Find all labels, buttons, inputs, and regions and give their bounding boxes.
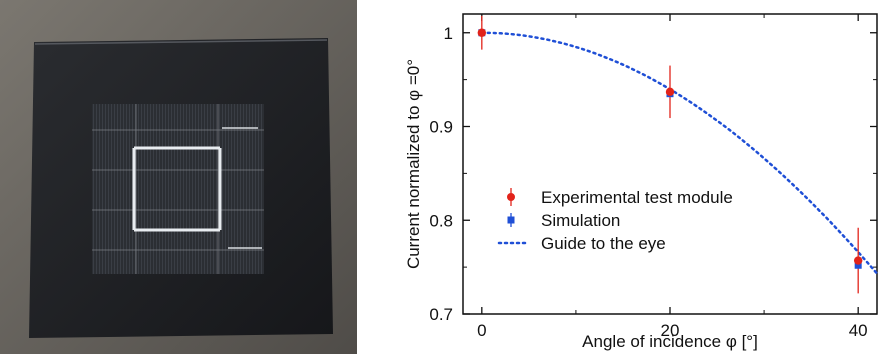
- plot-axes: 0 20 40 0.7 0.8 0.9 1: [429, 13, 878, 340]
- legend-experimental-marker: [507, 193, 515, 201]
- x-tick-label: 0: [477, 321, 486, 340]
- legend-simulation-marker: [507, 216, 515, 224]
- legend-guide-label: Guide to the eye: [541, 234, 666, 253]
- y-tick-label: 0.8: [429, 211, 453, 230]
- data-points: [477, 15, 863, 294]
- legend-simulation-label: Simulation: [541, 211, 620, 230]
- experimental-point: [477, 28, 487, 37]
- y-tick-label: 0.9: [429, 118, 453, 137]
- guide-curve: [480, 31, 879, 275]
- experimental-point: [665, 87, 675, 97]
- guide-to-the-eye-line: [480, 31, 879, 275]
- experimental-point: [853, 256, 863, 265]
- solar-cell: [92, 104, 264, 274]
- legend: Experimental test module Simulation Guide …: [497, 188, 733, 253]
- legend-experimental-label: Experimental test module: [541, 188, 733, 207]
- solar-module-image: [0, 0, 357, 354]
- x-tick-label: 40: [849, 321, 868, 340]
- x-axis-label: Angle of incidence φ [°]: [582, 332, 758, 351]
- chart-panel: 0 20 40 0.7 0.8 0.9 1 Experimental test module…: [357, 0, 885, 354]
- x-tick-label: 20: [661, 321, 680, 340]
- plot-frame: [462, 13, 878, 315]
- busbar-frame: [132, 146, 222, 232]
- y-tick-label: 1: [444, 24, 453, 43]
- solar-module-photo: [0, 0, 357, 354]
- y-axis-label: Current normalized to φ =0°: [404, 59, 423, 269]
- y-tick-label: 0.7: [429, 305, 453, 324]
- simulation-point: [854, 261, 862, 269]
- angle-current-chart: 0 20 40 0.7 0.8 0.9 1 Experimental test module…: [404, 13, 879, 351]
